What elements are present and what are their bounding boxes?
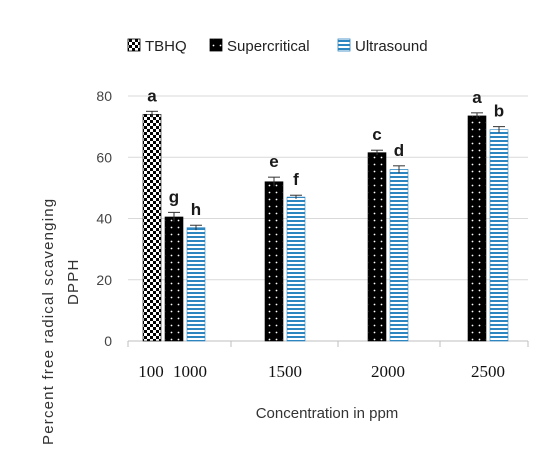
x-tick-label: 1500 bbox=[268, 362, 302, 381]
x-axis-title: Concentration in ppm bbox=[256, 405, 399, 422]
data-label: d bbox=[394, 141, 404, 160]
legend-swatch-tbhq bbox=[127, 38, 141, 52]
data-label: c bbox=[372, 125, 381, 144]
legend-label-ultrasound: Ultrasound bbox=[355, 38, 428, 55]
bar-supercritical-2000 bbox=[367, 152, 387, 342]
data-label: g bbox=[169, 187, 179, 206]
data-label: a bbox=[472, 88, 482, 107]
legend: TBHQ Supercritical Ultrasound bbox=[127, 38, 428, 55]
bar-ultrasound-2500 bbox=[489, 129, 509, 342]
y-tick-label: 20 bbox=[96, 272, 112, 288]
y-axis-title-line-2: DPPH bbox=[65, 259, 82, 305]
x-tick-label: 2000 bbox=[371, 362, 405, 381]
legend-label-supercritical: Supercritical bbox=[227, 38, 310, 55]
y-tick-label: 60 bbox=[96, 149, 112, 165]
bar-tbhq-100 bbox=[142, 114, 162, 342]
y-axis-title-line-1: Percent free radical scavenging bbox=[40, 198, 57, 445]
x-tick-label: 1000 bbox=[173, 362, 207, 381]
y-tick-label: 80 bbox=[96, 88, 112, 104]
bars bbox=[142, 110, 509, 342]
y-tick-label: 0 bbox=[104, 333, 112, 349]
y-tick-label: 40 bbox=[96, 211, 112, 227]
bar-supercritical-1000 bbox=[164, 216, 184, 342]
data-label: e bbox=[269, 152, 278, 171]
legend-swatch-supercritical bbox=[209, 38, 223, 52]
x-tick-label: 100 bbox=[138, 362, 164, 381]
bar-ultrasound-2000 bbox=[389, 169, 409, 342]
bar-ultrasound-1000 bbox=[186, 227, 206, 342]
x-tick-label: 2500 bbox=[471, 362, 505, 381]
data-label: a bbox=[147, 86, 157, 105]
bar-supercritical-2500 bbox=[467, 115, 487, 342]
y-axis-title: Percent free radical scavenging bbox=[40, 198, 57, 445]
gridlines bbox=[128, 95, 528, 281]
data-label: f bbox=[293, 170, 299, 189]
legend-swatch-ultrasound bbox=[337, 38, 351, 52]
legend-label-tbhq: TBHQ bbox=[145, 38, 187, 55]
y-axis-title-2: DPPH bbox=[65, 259, 82, 305]
data-label: b bbox=[494, 102, 504, 121]
bar-ultrasound-1500 bbox=[286, 196, 306, 342]
data-label: h bbox=[191, 200, 201, 219]
bar-supercritical-1500 bbox=[264, 181, 284, 342]
